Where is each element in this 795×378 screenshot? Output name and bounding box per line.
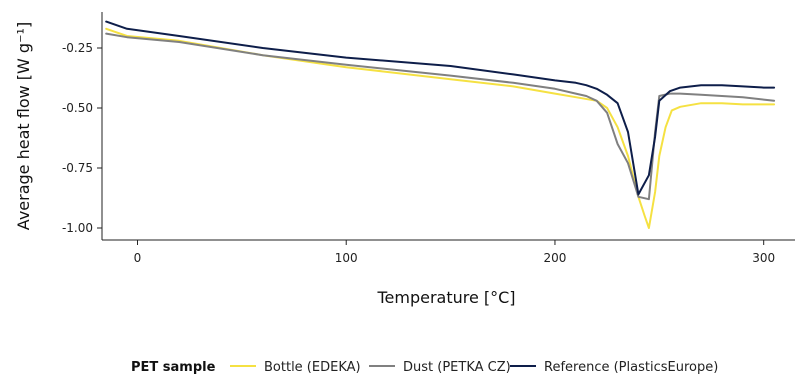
y-axis-ticks: -0.25 -0.50 -0.75 -1.00 <box>62 41 102 235</box>
series-line <box>105 32 776 201</box>
y-tick-label: -0.75 <box>62 161 93 175</box>
y-tick-label: -1.00 <box>62 221 93 235</box>
y-tick-label: -0.50 <box>62 101 93 115</box>
x-tick-label: 200 <box>544 251 567 265</box>
legend-title: PET sample <box>131 360 216 375</box>
y-axis-title: Average heat flow [W g⁻¹] <box>14 22 33 230</box>
x-axis-ticks: 0 100 200 300 <box>134 240 775 265</box>
x-tick-label: 300 <box>752 251 775 265</box>
series-line <box>105 20 776 196</box>
x-axis-title: Temperature [°C] <box>376 288 515 307</box>
x-tick-label: 0 <box>134 251 142 265</box>
series-group <box>105 20 776 229</box>
legend: PET sample Bottle (EDEKA) Dust (PETKA CZ)… <box>131 360 718 375</box>
legend-label: Bottle (EDEKA) <box>264 360 361 375</box>
legend-items: Bottle (EDEKA) Dust (PETKA CZ) Reference (… <box>230 360 718 375</box>
series-line <box>105 27 776 229</box>
x-tick-label: 100 <box>335 251 358 265</box>
legend-label: Reference (PlasticsEurope) <box>544 360 718 375</box>
plot-area <box>105 20 776 229</box>
legend-label: Dust (PETKA CZ) <box>403 360 511 375</box>
y-tick-label: -0.25 <box>62 41 93 55</box>
